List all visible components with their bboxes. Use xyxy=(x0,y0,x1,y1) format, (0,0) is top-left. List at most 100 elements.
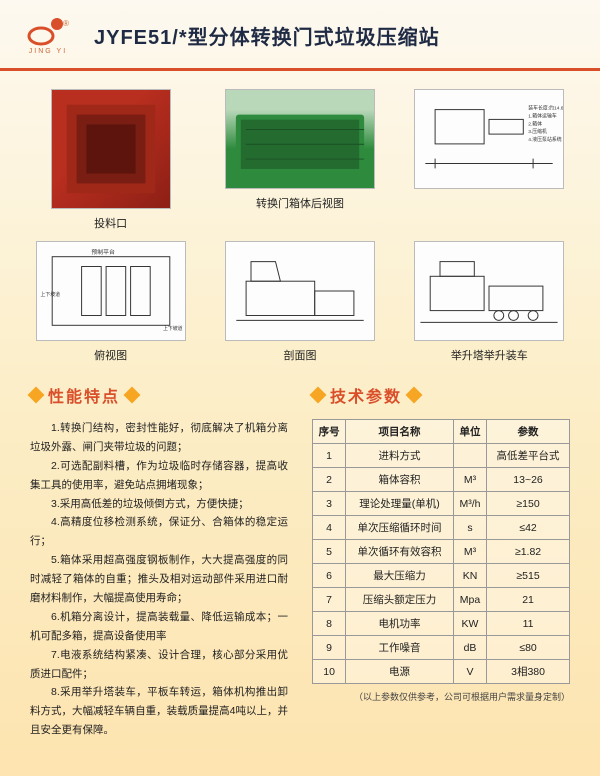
feature-item: 1.转换门结构，密封性能好，彻底解决了机箱分离垃圾外露、闸门夹带垃圾的问题； xyxy=(30,419,288,457)
td: 11 xyxy=(487,612,570,636)
table-row: 9工作噪音dB≤80 xyxy=(313,636,570,660)
gallery-item: 转换门箱体后视图 xyxy=(219,89,380,231)
td: 工作噪音 xyxy=(346,636,454,660)
lower-content: 性能特点 1.转换门结构，密封性能好，彻底解决了机箱分离垃圾外露、闸门夹带垃圾的… xyxy=(0,373,600,758)
td: 9 xyxy=(313,636,346,660)
svg-text:4.液压泵站系统: 4.液压泵站系统 xyxy=(529,136,563,143)
td: 箱体容积 xyxy=(346,468,454,492)
feature-item: 6.机箱分离设计，提高装载量、降低运输成本；一机可配多箱，提高设备使用率 xyxy=(30,608,288,646)
feature-item: 4.高精度位移检测系统，保证分、合箱体的稳定运行； xyxy=(30,513,288,551)
td: KW xyxy=(453,612,486,636)
caption: 转换门箱体后视图 xyxy=(256,195,344,211)
table-row: 10电源V3相380 xyxy=(313,660,570,684)
params-column: 技术参数 序号 项目名称 单位 参数 1进料方式 高低差平台式2箱体容积M³13~… xyxy=(312,383,570,740)
diagram-lift-loading xyxy=(414,241,564,341)
features-list: 1.转换门结构，密封性能好，彻底解决了机箱分离垃圾外露、闸门夹带垃圾的问题； 2… xyxy=(30,419,288,740)
feature-item: 8.采用举升塔装车，平板车转运，箱体机构推出卸料方式，大幅减轻车辆自重，装载质量… xyxy=(30,683,288,740)
td: 进料方式 xyxy=(346,444,454,468)
features-title: 性能特点 xyxy=(48,383,120,407)
th: 序号 xyxy=(313,420,346,444)
gallery-item: 投料口 xyxy=(30,89,191,231)
th: 单位 xyxy=(453,420,486,444)
photo-rear-view xyxy=(225,89,375,189)
caption: 剖面图 xyxy=(283,347,316,363)
td: 3 xyxy=(313,492,346,516)
diagram-top-view: 预制平台上下坡道上下坡道 xyxy=(36,241,186,341)
td: M³ xyxy=(453,468,486,492)
td xyxy=(453,444,486,468)
svg-text:2.箱体: 2.箱体 xyxy=(529,120,543,127)
diamond-icon xyxy=(310,387,327,404)
td: 最大压缩力 xyxy=(346,564,454,588)
caption: 俯视图 xyxy=(94,347,127,363)
td: 3相380 xyxy=(487,660,570,684)
td: 6 xyxy=(313,564,346,588)
table-row: 8电机功率KW11 xyxy=(313,612,570,636)
table-header-row: 序号 项目名称 单位 参数 xyxy=(313,420,570,444)
svg-text:装车长度:约14.6米: 装车长度:约14.6米 xyxy=(529,105,564,112)
logo-text: JING YI xyxy=(29,48,67,55)
td: ≤80 xyxy=(487,636,570,660)
photo-feed-port xyxy=(51,89,171,209)
td: 电源 xyxy=(346,660,454,684)
td: ≥515 xyxy=(487,564,570,588)
gallery-item: 装车长度:约14.6米1.箱体运输车2.箱体3.压缩机4.液压泵站系统 xyxy=(409,89,570,231)
td: 1 xyxy=(313,444,346,468)
table-row: 5单次循环有效容积M³≥1.82 xyxy=(313,540,570,564)
logo: ® JING YI xyxy=(20,10,76,60)
table-row: 3理论处理量(单机)M³/h≥150 xyxy=(313,492,570,516)
feature-item: 2.可选配副料槽，作为垃圾临时存储容器，提高收集工具的使用率，避免站点拥堵现象； xyxy=(30,457,288,495)
td: 单次压缩循环时间 xyxy=(346,516,454,540)
diamond-icon xyxy=(28,387,45,404)
gallery-item: 剖面图 xyxy=(219,241,380,363)
td: 21 xyxy=(487,588,570,612)
feature-item: 3.采用高低差的垃圾倾倒方式，方便快捷； xyxy=(30,495,288,514)
td: 高低差平台式 xyxy=(487,444,570,468)
td: dB xyxy=(453,636,486,660)
td: 理论处理量(单机) xyxy=(346,492,454,516)
td: 4 xyxy=(313,516,346,540)
td: 压缩头额定压力 xyxy=(346,588,454,612)
svg-text:上下坡道: 上下坡道 xyxy=(163,325,183,332)
table-row: 4单次压缩循环时间s≤42 xyxy=(313,516,570,540)
td: ≥1.82 xyxy=(487,540,570,564)
td: Mpa xyxy=(453,588,486,612)
feature-item: 5.箱体采用超高强度钢板制作，大大提高强度的同时减轻了箱体的自重；推头及相对运动… xyxy=(30,551,288,608)
header: ® JING YI JYFE51/*型分体转换门式垃圾压缩站 xyxy=(0,0,600,71)
table-row: 6最大压缩力KN≥515 xyxy=(313,564,570,588)
td: s xyxy=(453,516,486,540)
page-title: JYFE51/*型分体转换门式垃圾压缩站 xyxy=(94,21,440,50)
td: 单次循环有效容积 xyxy=(346,540,454,564)
gallery-item: 预制平台上下坡道上下坡道 俯视图 xyxy=(30,241,191,363)
table-footnote: （以上参数仅供参考，公司可根据用户需求量身定制） xyxy=(312,690,570,703)
table-row: 2箱体容积M³13~26 xyxy=(313,468,570,492)
caption: 投料口 xyxy=(94,215,127,231)
svg-text:3.压缩机: 3.压缩机 xyxy=(529,128,548,135)
params-title: 技术参数 xyxy=(330,383,402,407)
td: 7 xyxy=(313,588,346,612)
td: V xyxy=(453,660,486,684)
feature-item: 7.电液系统结构紧凑、设计合理，核心部分采用优质进口配件； xyxy=(30,646,288,684)
td: ≥150 xyxy=(487,492,570,516)
section-heading: 性能特点 xyxy=(30,383,288,407)
svg-text:1.箱体运输车: 1.箱体运输车 xyxy=(529,112,558,119)
caption: 举升塔举升装车 xyxy=(451,347,528,363)
diamond-icon xyxy=(406,387,423,404)
td: KN xyxy=(453,564,486,588)
table-row: 7压缩头额定压力Mpa21 xyxy=(313,588,570,612)
th: 参数 xyxy=(487,420,570,444)
logo-mark: ® xyxy=(27,16,69,46)
svg-text:®: ® xyxy=(63,19,69,28)
td: 5 xyxy=(313,540,346,564)
schematic-diagram: 装车长度:约14.6米1.箱体运输车2.箱体3.压缩机4.液压泵站系统 xyxy=(414,89,564,189)
td: 电机功率 xyxy=(346,612,454,636)
section-heading: 技术参数 xyxy=(312,383,570,407)
features-column: 性能特点 1.转换门结构，密封性能好，彻底解决了机箱分离垃圾外露、闸门夹带垃圾的… xyxy=(30,383,288,740)
td: M³ xyxy=(453,540,486,564)
diamond-icon xyxy=(124,387,141,404)
td: 10 xyxy=(313,660,346,684)
td: 2 xyxy=(313,468,346,492)
td: M³/h xyxy=(453,492,486,516)
svg-text:上下坡道: 上下坡道 xyxy=(40,291,60,298)
table-row: 1进料方式 高低差平台式 xyxy=(313,444,570,468)
